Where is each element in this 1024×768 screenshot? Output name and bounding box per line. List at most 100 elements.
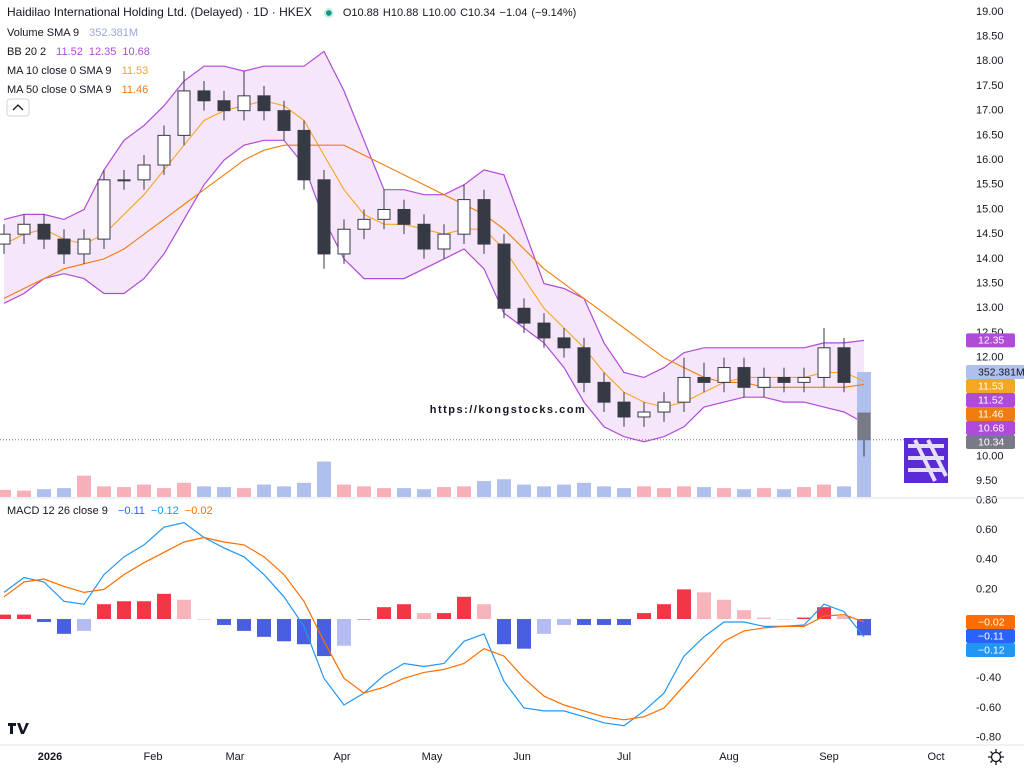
y-tick-label: 16.50 [976, 129, 1004, 141]
macd-histogram-bar [117, 601, 131, 620]
y-tick-label: 16.00 [976, 154, 1004, 166]
price-badge [966, 435, 1015, 449]
price-badge-label: 12.35 [978, 335, 1004, 347]
candle-body [157, 134, 171, 166]
collapse-icon [12, 104, 24, 111]
macd-tick-label: 0.40 [976, 554, 997, 566]
macd-histogram-bar [497, 619, 511, 645]
volume-bar [217, 487, 231, 497]
macd-histogram-bar [697, 592, 711, 620]
price-badge-label: 11.52 [978, 394, 1004, 406]
candle-body [857, 412, 871, 441]
macd-histogram-bar [17, 614, 31, 620]
macd-histogram-bar [677, 589, 691, 620]
volume-bar [757, 488, 771, 497]
legend-label: MA 50 close 0 SMA 9 [7, 84, 112, 96]
candle-body [837, 347, 851, 383]
quote-value: C10.34 [460, 7, 495, 19]
status-dot-core [326, 10, 332, 16]
legend-value: 352.381M [89, 27, 138, 39]
macd-histogram-bar [77, 619, 91, 631]
price-badge-label: 10.34 [978, 436, 1004, 448]
settings-button[interactable] [988, 749, 1004, 765]
macd-histogram-bar [357, 619, 371, 620]
price-badge-label: 11.46 [978, 408, 1004, 420]
macd-tick-label: -0.60 [976, 702, 1001, 714]
volume-bar [77, 475, 91, 497]
macd-tick-label: 0.60 [976, 524, 997, 536]
macd-histogram-bar [657, 604, 671, 620]
macd-tick-label: 0.80 [976, 494, 997, 506]
macd-histogram-bar [297, 619, 311, 645]
y-tick-label: 15.50 [976, 179, 1004, 191]
price-badge-label: −0.02 [978, 616, 1005, 628]
y-tick-label: 9.50 [976, 475, 997, 487]
volume-bar [437, 487, 451, 497]
macd-histogram-bar [557, 619, 571, 625]
candle-body [797, 376, 811, 383]
price-badge [966, 407, 1015, 421]
legend-value: 11.52 [56, 46, 83, 58]
macd-line [3, 536, 865, 721]
x-tick-label: Sep [819, 751, 839, 763]
macd-histogram-bar [337, 619, 351, 646]
volume-bar [377, 488, 391, 497]
volume-bar [537, 486, 551, 497]
quote-value: −1.04 [500, 7, 528, 19]
legend-value: −0.11 [118, 505, 145, 517]
candle-body [397, 208, 411, 225]
candle-body [337, 228, 351, 255]
legend-value: −0.02 [185, 505, 213, 517]
macd-histogram-bar [797, 617, 811, 620]
background-layer: https://kongstocks.com [0, 50, 871, 497]
candle-body [377, 208, 391, 220]
x-tick-label: Feb [144, 751, 163, 763]
macd-histogram-bar [97, 604, 111, 620]
macd-histogram-bar [177, 599, 191, 620]
price-badge-label: 11.53 [978, 380, 1004, 392]
brand-logo[interactable] [8, 723, 29, 734]
moving-average-line [3, 100, 865, 408]
collapse-button[interactable] [6, 98, 30, 117]
candle-body [477, 199, 491, 245]
candle-body [677, 376, 691, 403]
candle-body [217, 100, 231, 112]
macd-histogram-bar [217, 619, 231, 625]
x-tick-label: May [422, 751, 443, 763]
volume-bar [337, 484, 351, 497]
plot-layer [0, 71, 948, 727]
y-tick-label: 17.00 [976, 105, 1004, 117]
x-tick-label: Apr [333, 751, 350, 763]
volume-bar [717, 488, 731, 497]
candle-body [357, 218, 371, 230]
candle-body [137, 164, 151, 181]
candle-body [497, 243, 511, 309]
macd-histogram-bar [597, 619, 611, 625]
y-tick-label: 17.50 [976, 80, 1004, 92]
volume-bar [657, 488, 671, 497]
macd-histogram-bar [397, 604, 411, 620]
volume-bar [97, 486, 111, 497]
macd-histogram-bar [857, 619, 871, 636]
volume-bar [677, 486, 691, 497]
quote-value: L10.00 [422, 7, 456, 19]
price-badge [966, 393, 1015, 407]
collapse-button-frame[interactable] [6, 98, 30, 117]
volume-bar [397, 488, 411, 497]
candle-body [557, 337, 571, 349]
quote-value: O10.88 [343, 7, 379, 19]
candle-body [617, 401, 631, 418]
candle-body [237, 95, 251, 112]
quote-value: H10.88 [383, 7, 418, 19]
candle-body [77, 238, 91, 255]
settings-icon[interactable] [990, 751, 1002, 763]
volume-bar [157, 488, 171, 497]
candle-body [657, 401, 671, 413]
volume-bar [797, 487, 811, 497]
macd-histogram-bar [157, 593, 171, 620]
x-tick-label: Mar [226, 751, 245, 763]
price-badge [966, 379, 1015, 393]
macd-histogram-bar [777, 619, 791, 620]
y-tick-label: 18.50 [976, 30, 1004, 42]
